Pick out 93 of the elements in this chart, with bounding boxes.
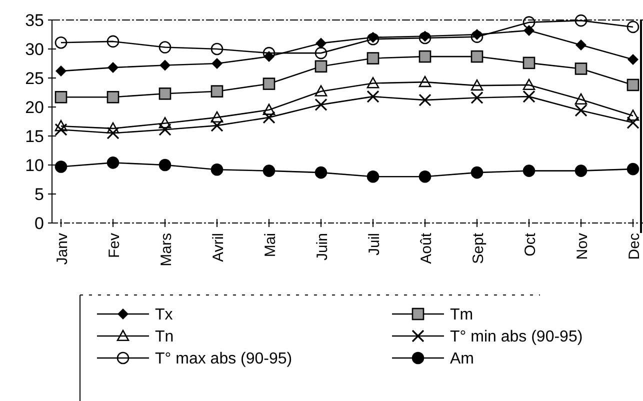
point xyxy=(314,85,328,96)
point xyxy=(262,164,276,177)
point xyxy=(106,122,120,134)
x-tick-label: Mars xyxy=(158,233,175,266)
point xyxy=(470,50,484,63)
point xyxy=(158,41,172,54)
point xyxy=(106,156,120,169)
legend-label: Tm xyxy=(450,306,474,324)
point xyxy=(574,104,588,117)
point xyxy=(210,111,224,122)
point xyxy=(54,123,68,136)
point xyxy=(54,90,68,104)
point xyxy=(210,42,224,56)
point xyxy=(626,78,640,92)
point xyxy=(626,162,640,176)
x-tick-label: Janv xyxy=(54,232,71,265)
point xyxy=(106,35,120,48)
legend-label: Tx xyxy=(155,306,173,324)
point xyxy=(626,20,640,34)
y-tick-label: 10 xyxy=(25,156,44,175)
point xyxy=(522,90,536,103)
point xyxy=(366,32,380,46)
point xyxy=(158,123,172,136)
point xyxy=(314,98,328,111)
x-tick-label: Juin xyxy=(314,233,331,261)
point xyxy=(418,170,432,183)
point xyxy=(314,46,328,60)
point xyxy=(522,56,536,70)
point xyxy=(158,117,172,128)
point xyxy=(262,78,276,90)
point xyxy=(56,66,66,77)
point xyxy=(574,93,588,105)
x-tick-label: Mai xyxy=(262,233,279,258)
point xyxy=(522,16,536,28)
point xyxy=(316,38,326,49)
y-tick-label: 35 xyxy=(25,10,44,30)
point xyxy=(158,158,172,172)
x-tick-label: Août xyxy=(418,232,435,264)
point xyxy=(262,46,276,60)
legend-label: T° min abs (90-95) xyxy=(450,328,583,346)
y-tick-label: 15 xyxy=(25,126,44,146)
point xyxy=(576,39,586,50)
point xyxy=(522,78,536,90)
point xyxy=(418,94,432,106)
point xyxy=(366,170,380,183)
point xyxy=(54,120,68,132)
point xyxy=(210,85,224,98)
point xyxy=(470,91,484,104)
point xyxy=(366,77,380,88)
x-tick-label: Oct xyxy=(522,232,539,256)
point xyxy=(54,160,68,173)
point xyxy=(522,164,536,177)
point xyxy=(470,166,484,179)
legend-label: Am xyxy=(450,350,474,368)
x-tick-label: Dec xyxy=(626,232,643,260)
point xyxy=(574,14,588,27)
y-tick-label: 5 xyxy=(34,184,44,204)
point xyxy=(314,166,328,179)
point xyxy=(626,116,640,129)
point xyxy=(262,104,276,115)
point xyxy=(106,126,120,140)
point xyxy=(470,30,484,43)
point xyxy=(262,111,276,124)
point xyxy=(160,60,170,71)
y-tick-label: 25 xyxy=(25,68,44,88)
x-tick-label: Fev xyxy=(106,232,123,258)
point xyxy=(418,32,432,44)
point xyxy=(470,79,484,91)
x-tick-label: Sept xyxy=(470,232,487,264)
point xyxy=(314,60,328,73)
y-tick-label: 30 xyxy=(25,40,44,59)
legend-label: Tn xyxy=(155,328,174,346)
x-tick-label: Nov xyxy=(574,232,591,260)
point xyxy=(626,110,640,121)
x-tick-label: Avril xyxy=(210,233,227,262)
point xyxy=(210,163,224,176)
point xyxy=(210,119,224,132)
x-tick-label: Juil xyxy=(366,233,383,256)
point xyxy=(628,54,638,65)
y-tick-label: 0 xyxy=(34,214,44,233)
point xyxy=(106,90,120,104)
point xyxy=(108,62,118,74)
point xyxy=(574,62,588,75)
point xyxy=(212,58,222,69)
point xyxy=(54,36,68,49)
y-tick-label: 20 xyxy=(25,98,44,117)
point xyxy=(366,52,380,64)
point xyxy=(574,164,588,177)
point xyxy=(418,76,432,88)
legend-label: T° max abs (90-95) xyxy=(155,350,292,368)
point xyxy=(366,90,380,103)
point xyxy=(158,88,172,100)
point xyxy=(418,50,432,63)
